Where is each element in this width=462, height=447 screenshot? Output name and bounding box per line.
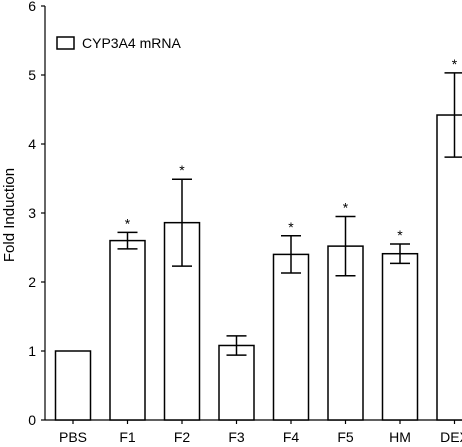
significance-marker: *: [288, 219, 294, 235]
x-tick-label: DEX: [440, 429, 462, 445]
bar-f4: [272, 253, 310, 421]
bar-dex: [436, 114, 462, 421]
x-tick-label: HM: [389, 429, 411, 445]
bar-f5: [327, 245, 364, 421]
error-bar: [335, 215, 356, 277]
significance-marker: *: [397, 227, 403, 243]
x-tick-label: F1: [119, 429, 136, 445]
y-tick-label: 1: [28, 343, 36, 359]
y-axis: 0 1 2 3 4 5 6: [28, 0, 46, 428]
error-bar: [226, 335, 247, 356]
legend-swatch: [56, 36, 75, 50]
x-tick-label: F4: [283, 429, 300, 445]
significance-marker: *: [179, 162, 185, 178]
y-tick-label: 5: [28, 67, 36, 83]
bar-hm: [381, 252, 419, 421]
y-tick-label: 6: [28, 0, 36, 14]
x-ticks: PBS F1 F2 F3 F4 F5 HM DEX: [59, 420, 462, 445]
bar-f3: [218, 344, 255, 421]
x-tick-label: PBS: [59, 429, 87, 445]
error-bar: [444, 72, 462, 158]
legend: CYP3A4 mRNA: [56, 35, 181, 51]
y-tick-label: 0: [28, 412, 36, 428]
error-bar: [172, 178, 192, 267]
y-ticks: 0 1 2 3 4 5 6: [28, 0, 45, 428]
bar-f1: [109, 239, 146, 421]
y-tick-label: 4: [28, 136, 36, 152]
error-bars: [117, 72, 462, 356]
error-bar: [281, 235, 301, 274]
legend-label: CYP3A4 mRNA: [82, 35, 181, 51]
bar-pbs: [54, 350, 92, 421]
x-tick-label: F2: [174, 429, 191, 445]
x-tick-label: F5: [337, 429, 354, 445]
bars: [54, 114, 462, 421]
significance-markers: * * * * * *: [125, 56, 458, 243]
y-axis-label: Fold Induction: [1, 168, 18, 262]
x-tick-label: F3: [228, 429, 245, 445]
error-bar: [390, 243, 410, 265]
y-tick-label: 2: [28, 274, 36, 290]
significance-marker: *: [452, 56, 458, 72]
y-tick-label: 3: [28, 205, 36, 221]
error-bar: [117, 231, 138, 250]
significance-marker: *: [343, 199, 349, 215]
significance-marker: *: [125, 215, 131, 231]
x-axis: PBS F1 F2 F3 F4 F5 HM DEX: [45, 419, 462, 445]
